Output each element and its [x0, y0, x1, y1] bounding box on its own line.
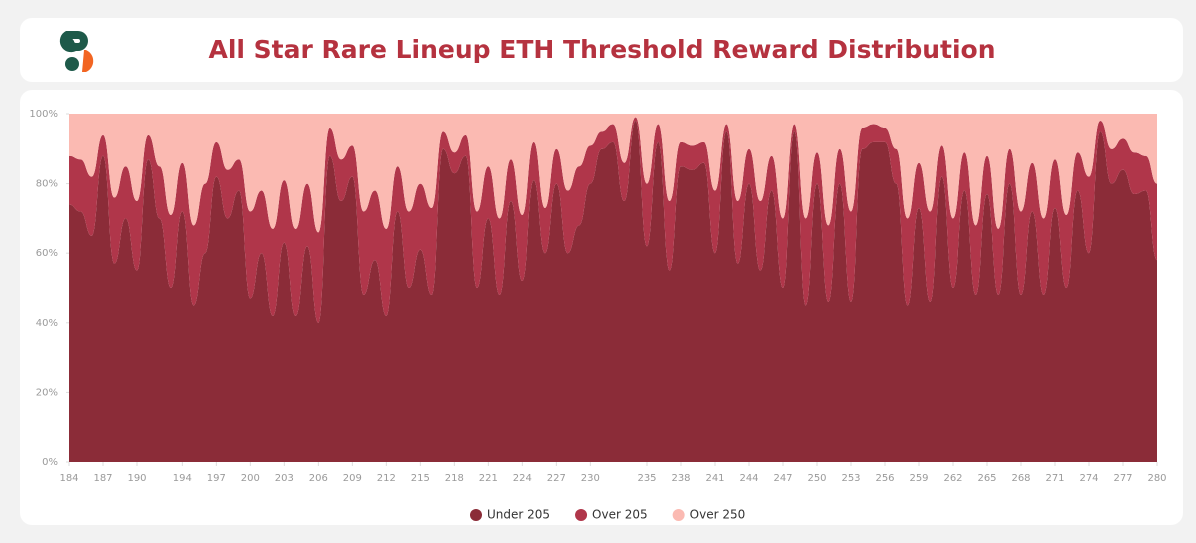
legend-label: Over 250	[690, 508, 746, 522]
legend-marker	[470, 509, 482, 521]
area	[69, 120, 1157, 463]
x-tick-label: 215	[411, 473, 430, 484]
x-tick-label: 187	[93, 473, 112, 484]
header-card	[20, 18, 1183, 82]
x-tick-label: 259	[909, 473, 928, 484]
x-tick-label: 209	[343, 473, 362, 484]
x-tick-label: 250	[807, 473, 826, 484]
logo	[59, 31, 94, 72]
x-tick-label: 280	[1147, 473, 1166, 484]
x-tick-label: 274	[1079, 473, 1098, 484]
x-tick-label: 265	[977, 473, 996, 484]
x-tick-label: 256	[875, 473, 894, 484]
x-tick-label: 244	[739, 473, 758, 484]
legend-marker	[672, 509, 685, 521]
x-tick-label: 235	[637, 473, 656, 484]
x-tick-label: 262	[943, 473, 962, 484]
legend-label: Under 205	[487, 508, 550, 522]
x-tick-label: 200	[241, 473, 260, 484]
legend-label: Over 205	[592, 508, 648, 522]
x-tick-label: 241	[705, 473, 724, 484]
x-tick-label: 197	[207, 473, 226, 484]
x-tick-label: 194	[173, 473, 192, 484]
x-tick-label: 206	[309, 473, 328, 484]
x-tick-label: 227	[547, 473, 566, 484]
x-tick-label: 271	[1045, 473, 1064, 484]
y-tick-label: 40%	[36, 318, 58, 329]
area	[69, 117, 1157, 323]
x-tick-label: 253	[841, 473, 860, 484]
x-tick-label: 212	[377, 473, 396, 484]
x-tick-label: 184	[59, 473, 78, 484]
y-tick-label: 0%	[42, 457, 58, 468]
y-tick-label: 100%	[29, 109, 58, 120]
chart-title: All Star Rare Lineup ETH Threshold Rewar…	[208, 35, 995, 64]
x-tick-label: 247	[773, 473, 792, 484]
x-tick-label: 224	[513, 473, 532, 484]
x-tick-label: 190	[127, 473, 146, 484]
y-tick-label: 60%	[36, 248, 58, 259]
y-tick-label: 80%	[36, 179, 58, 190]
area	[69, 114, 1157, 233]
x-tick-label: 268	[1011, 473, 1030, 484]
x-tick-label: 221	[479, 473, 498, 484]
x-tick-label: 238	[671, 473, 690, 484]
x-tick-label: 218	[445, 473, 464, 484]
x-tick-label: 230	[581, 473, 600, 484]
y-tick-label: 20%	[36, 387, 58, 398]
x-tick-label: 203	[275, 473, 294, 484]
legend-marker	[575, 509, 588, 521]
x-tick-label: 277	[1113, 473, 1132, 484]
